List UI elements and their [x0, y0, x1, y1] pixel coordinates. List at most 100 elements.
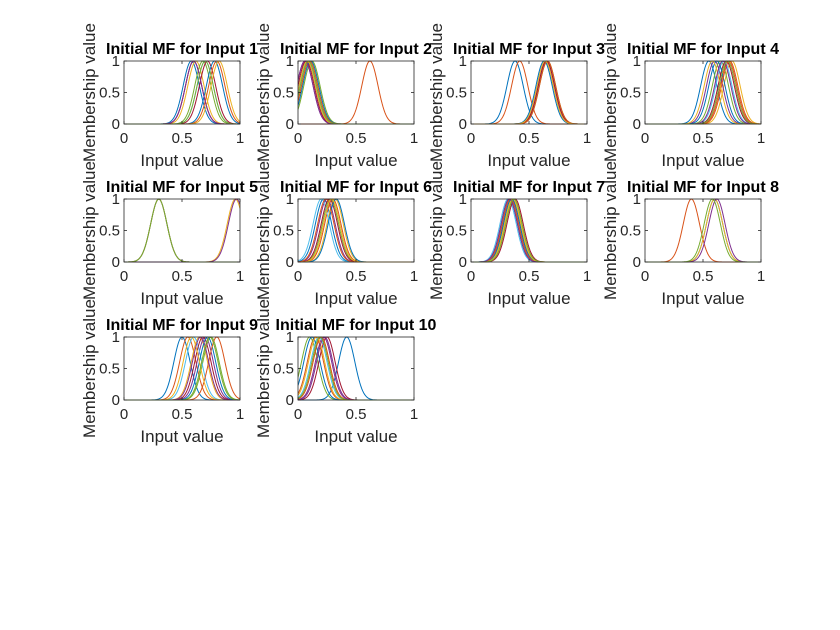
- y-axis-label: Membership value: [601, 161, 620, 300]
- y-tick-label: 1: [633, 191, 641, 208]
- y-axis-label: Membership value: [254, 23, 273, 162]
- y-tick-label: 0: [633, 116, 641, 133]
- y-tick-label: 1: [459, 191, 467, 208]
- x-tick-label: 0.5: [172, 130, 193, 147]
- x-axis-label: Input value: [487, 151, 570, 170]
- y-tick-label: 1: [286, 191, 294, 208]
- subplot-title: Initial MF for Input 2: [280, 41, 432, 58]
- y-tick-label: 0.5: [99, 223, 120, 240]
- y-axis-label: Membership value: [80, 161, 99, 300]
- x-tick-label: 1: [757, 130, 765, 147]
- y-tick-label: 0.5: [446, 223, 467, 240]
- x-tick-label: 0: [641, 130, 649, 147]
- y-tick-label: 0.5: [620, 85, 641, 102]
- x-tick-label: 0.5: [346, 268, 367, 285]
- x-tick-label: 0.5: [693, 130, 714, 147]
- x-tick-label: 1: [583, 130, 591, 147]
- x-tick-label: 0: [641, 268, 649, 285]
- y-tick-label: 0: [112, 392, 120, 409]
- subplot-5: 0 0.5 1 0 0.5 1 Input value Membership value: [80, 161, 244, 308]
- x-tick-label: 0: [120, 268, 128, 285]
- x-tick-label: 0: [467, 130, 475, 147]
- x-tick-label: 0: [294, 268, 302, 285]
- x-tick-label: 0: [294, 130, 302, 147]
- x-axis-label: Input value: [661, 289, 744, 308]
- y-axis-label: Membership value: [601, 23, 620, 162]
- x-tick-label: 1: [236, 406, 244, 423]
- x-tick-label: 1: [236, 130, 244, 147]
- x-tick-label: 0: [120, 130, 128, 147]
- y-tick-label: 0.5: [99, 361, 120, 378]
- x-axis-label: Input value: [314, 289, 397, 308]
- x-axis-label: Input value: [140, 151, 223, 170]
- x-axis-label: Input value: [661, 151, 744, 170]
- subplot-9: 0 0.5 1 0 0.5 1 Input value Membership value: [80, 299, 244, 446]
- subplot-title: Initial MF for Input 1: [106, 41, 258, 58]
- x-tick-label: 1: [410, 268, 418, 285]
- x-axis-label: Input value: [314, 151, 397, 170]
- y-tick-label: 1: [286, 53, 294, 70]
- x-tick-label: 1: [236, 268, 244, 285]
- y-tick-label: 1: [112, 329, 120, 346]
- x-axis-label: Input value: [487, 289, 570, 308]
- subplot-10: 0 0.5 1 0 0.5 1 Input value Membership value: [254, 299, 418, 446]
- y-axis-label: Membership value: [427, 23, 446, 162]
- x-axis-label: Input value: [140, 427, 223, 446]
- subplot-title: Initial MF for Input 7: [453, 179, 605, 196]
- y-tick-label: 0: [459, 254, 467, 271]
- subplot-8: 0 0.5 1 0 0.5 1 Input value Membership value: [601, 161, 765, 308]
- subplot-6: 0 0.5 1 0 0.5 1 Input value Membership value: [254, 161, 418, 308]
- x-tick-label: 0: [120, 406, 128, 423]
- y-tick-label: 1: [112, 53, 120, 70]
- subplot-title: Initial MF for Input 4: [627, 41, 779, 58]
- subplot-title: Initial MF for Input 5: [106, 179, 258, 196]
- subplot-3: 0 0.5 1 0 0.5 1 Input value Membership value: [427, 23, 591, 170]
- y-axis-label: Membership value: [254, 299, 273, 438]
- y-tick-label: 0: [633, 254, 641, 271]
- y-tick-label: 0.5: [99, 85, 120, 102]
- y-tick-label: 0: [286, 392, 294, 409]
- x-tick-label: 0: [467, 268, 475, 285]
- y-tick-label: 1: [112, 191, 120, 208]
- x-tick-label: 0.5: [519, 268, 540, 285]
- x-tick-label: 0.5: [693, 268, 714, 285]
- y-tick-label: 0: [112, 116, 120, 133]
- subplot-title: Initial MF for Input 9: [106, 317, 258, 334]
- y-tick-label: 0.5: [273, 361, 294, 378]
- x-axis-label: Input value: [140, 289, 223, 308]
- x-axis-label: Input value: [314, 427, 397, 446]
- y-axis-label: Membership value: [254, 161, 273, 300]
- subplot-4: 0 0.5 1 0 0.5 1 Input value Membership value: [601, 23, 765, 170]
- x-tick-label: 0.5: [346, 406, 367, 423]
- y-axis-label: Membership value: [80, 299, 99, 438]
- subplot-title: Initial MF for Input 6: [280, 179, 432, 196]
- plot-area: [124, 199, 240, 262]
- subplot-1: 0 0.5 1 0 0.5 1 Input value Membership value: [80, 23, 244, 170]
- y-tick-label: 0.5: [446, 85, 467, 102]
- y-tick-label: 1: [459, 53, 467, 70]
- x-tick-label: 1: [410, 130, 418, 147]
- x-tick-label: 1: [410, 406, 418, 423]
- subplot-7: 0 0.5 1 0 0.5 1 Input value Membership value: [427, 161, 591, 308]
- x-tick-label: 1: [757, 268, 765, 285]
- x-tick-label: 1: [583, 268, 591, 285]
- y-tick-label: 1: [286, 329, 294, 346]
- x-tick-label: 0.5: [346, 130, 367, 147]
- x-tick-label: 0.5: [172, 268, 193, 285]
- subplot-title: Initial MF for Input 10: [276, 317, 437, 334]
- y-tick-label: 0.5: [273, 85, 294, 102]
- y-axis-label: Membership value: [80, 23, 99, 162]
- x-tick-label: 0.5: [172, 406, 193, 423]
- y-tick-label: 0: [286, 254, 294, 271]
- x-tick-label: 0.5: [519, 130, 540, 147]
- y-tick-label: 1: [633, 53, 641, 70]
- y-tick-label: 0: [286, 116, 294, 133]
- subplot-title: Initial MF for Input 3: [453, 41, 605, 58]
- y-tick-label: 0: [112, 254, 120, 271]
- y-tick-label: 0: [459, 116, 467, 133]
- x-tick-label: 0: [294, 406, 302, 423]
- y-axis-label: Membership value: [427, 161, 446, 300]
- y-tick-label: 0.5: [273, 223, 294, 240]
- y-tick-label: 0.5: [620, 223, 641, 240]
